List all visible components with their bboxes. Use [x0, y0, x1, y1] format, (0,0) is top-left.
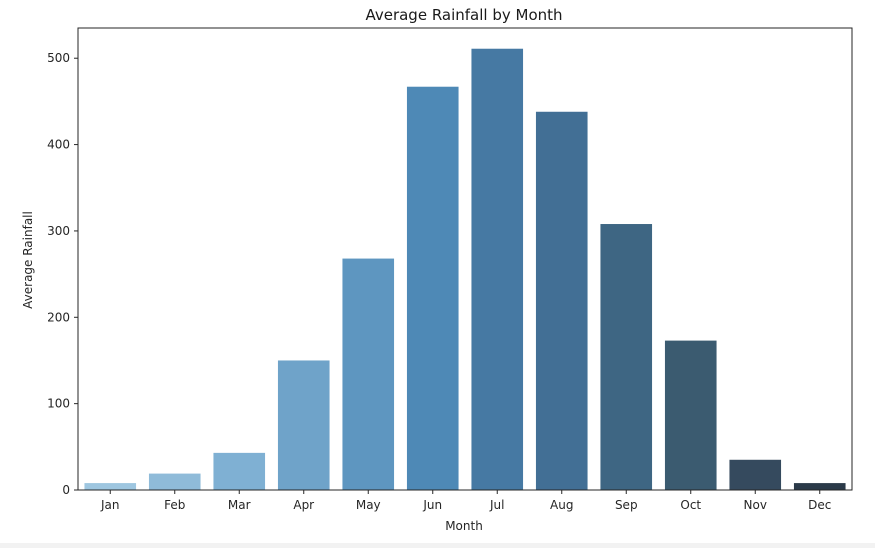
y-tick-label: 0 [62, 483, 70, 497]
x-tick-label: Feb [164, 498, 185, 512]
x-tick-label: Jun [422, 498, 442, 512]
x-tick-label: Apr [293, 498, 314, 512]
x-tick-label: May [356, 498, 381, 512]
bar-jan [84, 483, 137, 490]
plot-frame [77, 27, 853, 491]
y-tick-label: 200 [47, 310, 70, 324]
bar-aug [535, 111, 588, 490]
bar-mar [213, 452, 266, 490]
bar-sep [600, 224, 653, 490]
x-tick-label: Sep [615, 498, 638, 512]
y-tick-label: 100 [47, 397, 70, 411]
bar-oct [664, 340, 717, 490]
y-tick-label: 300 [47, 224, 70, 238]
bar-apr [277, 360, 330, 490]
x-tick-label: Aug [550, 498, 573, 512]
x-tick-label: Dec [808, 498, 831, 512]
x-axis-label: Month [445, 519, 483, 533]
x-tick-label: Mar [228, 498, 251, 512]
y-axis-ticks: 0 100 200 300 400 500 [47, 51, 78, 497]
bar-dec [793, 483, 846, 490]
bar-feb [148, 473, 201, 490]
x-axis-ticks: Jan Feb Mar Apr May Jun Jul Aug Sep Oct Nov Dec [100, 490, 831, 512]
y-tick-label: 400 [47, 138, 70, 152]
bar-jul [471, 48, 524, 491]
x-tick-label: Jan [100, 498, 120, 512]
bar-jun [406, 86, 459, 490]
y-tick-label: 500 [47, 51, 70, 65]
bar-nov [729, 459, 782, 490]
chart-title: Average Rainfall by Month [365, 6, 562, 24]
bar-may [342, 258, 395, 490]
bottom-strip [0, 543, 875, 548]
bars-group [84, 48, 846, 491]
x-tick-label: Nov [744, 498, 767, 512]
x-tick-label: Jul [489, 498, 504, 512]
x-tick-label: Oct [680, 498, 701, 512]
y-axis-label: Average Rainfall [21, 211, 35, 309]
